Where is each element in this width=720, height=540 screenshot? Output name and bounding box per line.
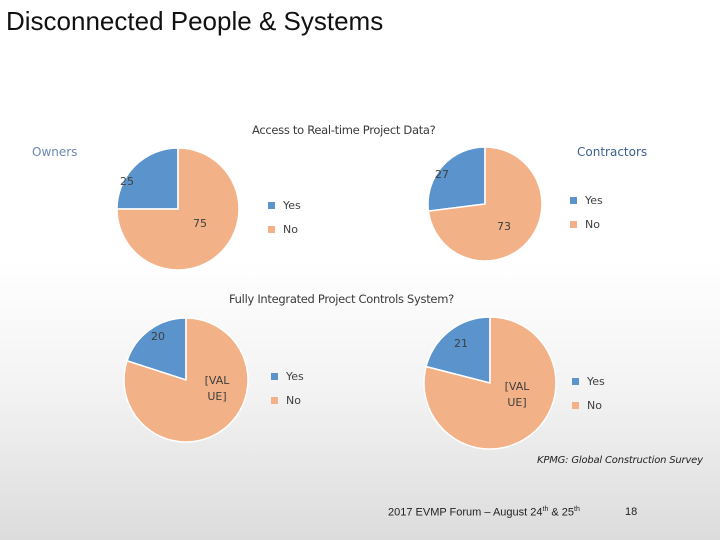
legend-contractors-integrated: Yes No: [572, 373, 605, 421]
source-note: KPMG: Global Construction Survey: [537, 455, 703, 466]
footer-and-text: & 25: [548, 506, 575, 519]
pie-chart-owners-real-time: 25 75: [116, 147, 240, 271]
data-label-yes: 27: [435, 168, 449, 181]
pie-slice-no: [427, 146, 543, 262]
chart-title-real-time-data: Access to Real-time Project Data?: [252, 123, 436, 137]
legend-item-yes: Yes: [572, 373, 605, 389]
pie-slice-no: [423, 316, 557, 450]
legend-item-no: No: [268, 221, 301, 237]
page-number: 18: [625, 506, 638, 518]
contractors-label: Contractors: [577, 145, 648, 159]
data-label-no: [VAL UE]: [505, 380, 531, 409]
legend-swatch-yes: [570, 196, 577, 204]
legend-label-no: No: [587, 398, 602, 412]
footer-sup-1: th: [542, 506, 549, 513]
data-label-no: [VAL UE]: [205, 374, 231, 403]
pie-slice-yes: [116, 147, 179, 210]
legend-label-yes: Yes: [286, 369, 304, 383]
legend-swatch-no: [570, 220, 577, 228]
pie-chart-contractors-integrated: 21 [VAL UE]: [423, 316, 557, 450]
pie-slice-yes: [425, 316, 491, 384]
legend-swatch-yes: [572, 377, 579, 385]
legend-item-yes: Yes: [271, 368, 304, 384]
pie-slice-no: [123, 317, 249, 443]
data-label-no: 73: [497, 220, 511, 233]
chart-title-integrated-controls: Fully Integrated Project Controls System…: [229, 292, 454, 306]
legend-label-yes: Yes: [283, 198, 301, 212]
footer-event: 2017 EVMP Forum – August 24th & 25th: [388, 506, 580, 519]
data-label-no: 75: [193, 217, 207, 230]
legend-label-no: No: [286, 393, 301, 407]
legend-label-no: No: [283, 222, 298, 236]
pie-slice-yes: [126, 317, 187, 382]
slide-title: Disconnected People & Systems: [6, 6, 384, 36]
legend-swatch-no: [572, 401, 579, 409]
footer-sup-2: th: [574, 506, 580, 513]
legend-owners-integrated: Yes No: [271, 368, 304, 416]
legend-label-yes: Yes: [585, 193, 603, 207]
pie-slice-yes: [427, 146, 486, 212]
legend-item-no: No: [570, 216, 603, 232]
footer-event-text: 2017 EVMP Forum – August 24: [388, 506, 543, 519]
data-label-yes: 25: [120, 175, 134, 188]
data-label-yes: 20: [151, 330, 165, 343]
legend-swatch-yes: [268, 201, 275, 209]
pie-chart-contractors-real-time: 27 73: [427, 146, 543, 262]
owners-label: Owners: [32, 145, 78, 159]
legend-swatch-yes: [271, 372, 278, 380]
legend-owners-real-time: Yes No: [268, 197, 301, 245]
legend-swatch-no: [268, 225, 275, 233]
legend-label-no: No: [585, 217, 600, 231]
legend-item-yes: Yes: [570, 192, 603, 208]
legend-contractors-real-time: Yes No: [570, 192, 603, 240]
pie-slice-no: [116, 147, 240, 271]
pie-chart-owners-integrated: 20 [VAL UE]: [123, 317, 249, 443]
legend-swatch-no: [271, 396, 278, 404]
legend-item-no: No: [572, 397, 605, 413]
legend-item-no: No: [271, 392, 304, 408]
legend-label-yes: Yes: [587, 374, 605, 388]
legend-item-yes: Yes: [268, 197, 301, 213]
data-label-yes: 21: [454, 337, 468, 350]
